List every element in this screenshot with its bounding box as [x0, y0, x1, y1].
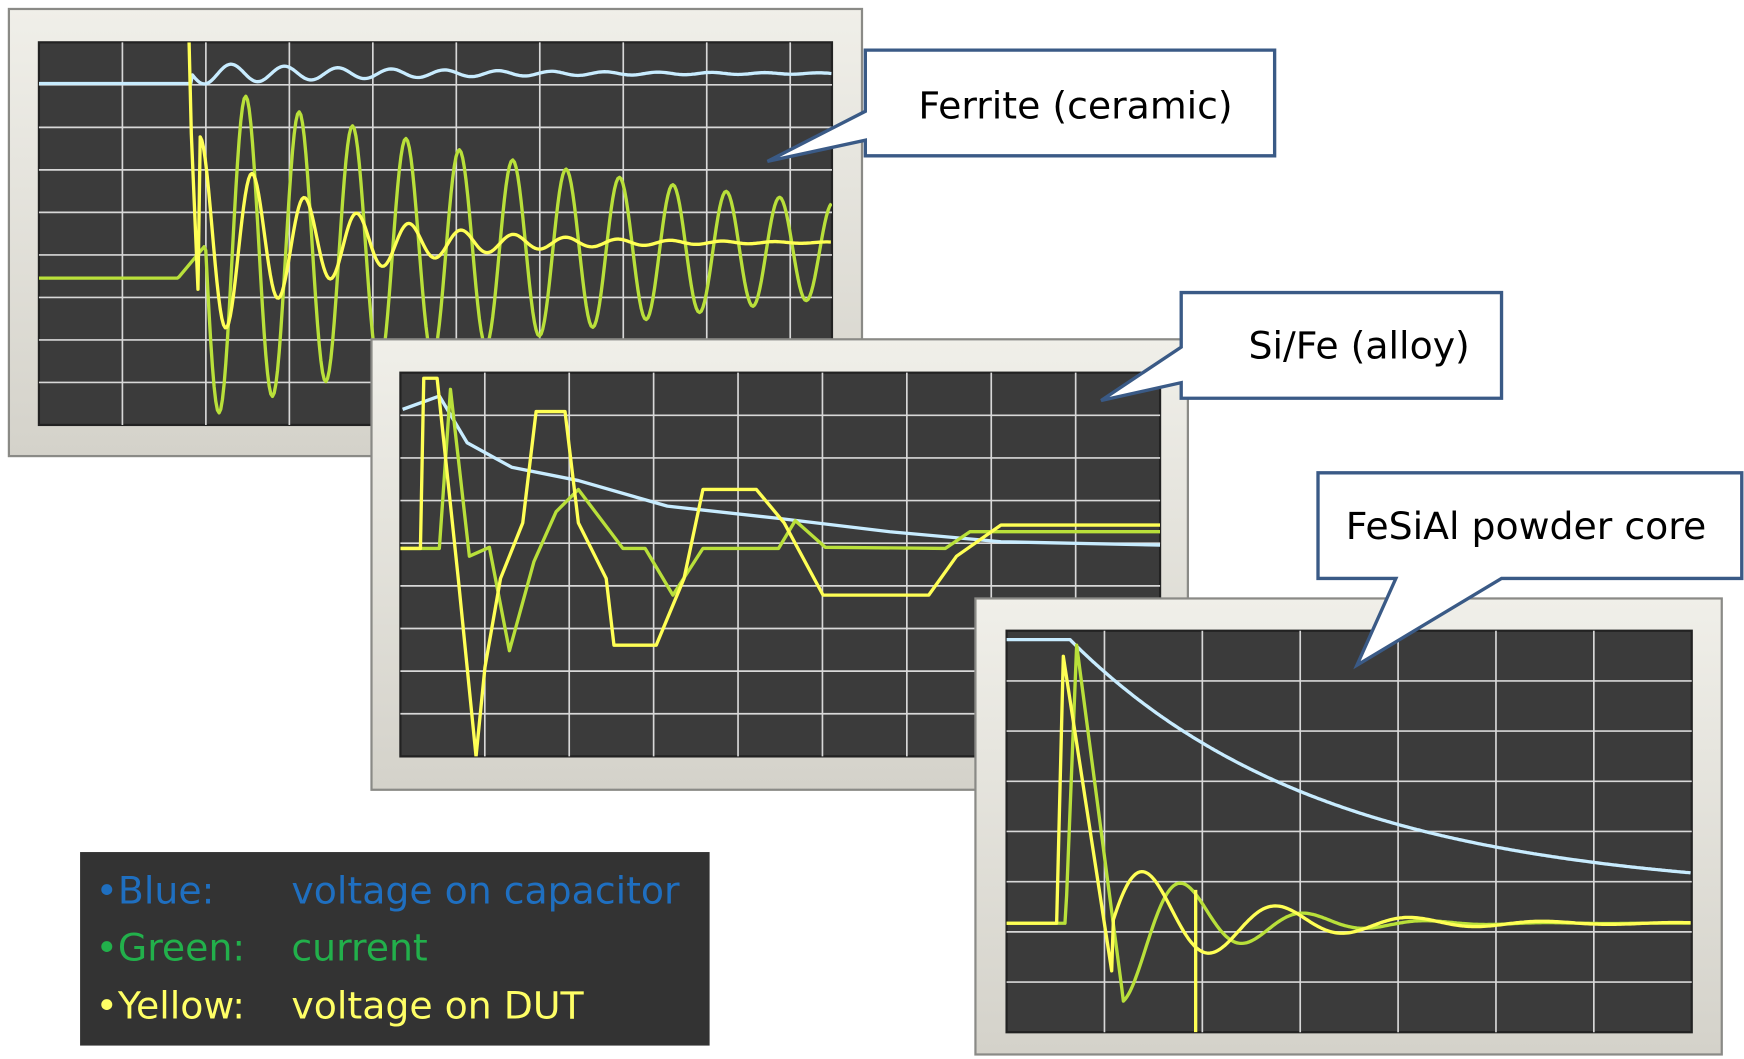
- legend-text: current: [291, 925, 427, 969]
- legend-key: •Green:: [96, 925, 246, 969]
- legend-text: voltage on DUT: [291, 983, 584, 1027]
- legend-key: •Blue:: [96, 869, 215, 913]
- slide: Ferrite (ceramic) Si/Fe (alloy) FeSiAl p…: [0, 0, 1744, 1059]
- callout-label: Ferrite (ceramic): [918, 83, 1232, 127]
- callout-label: FeSiAl powder core: [1346, 504, 1707, 548]
- oscilloscope: [975, 598, 1721, 1054]
- legend-text: voltage on capacitor: [291, 869, 680, 913]
- page: Ferrite (ceramic) Si/Fe (alloy) FeSiAl p…: [0, 0, 1744, 1059]
- legend-key: •Yellow:: [96, 983, 245, 1027]
- callout-label: Si/Fe (alloy): [1248, 324, 1469, 368]
